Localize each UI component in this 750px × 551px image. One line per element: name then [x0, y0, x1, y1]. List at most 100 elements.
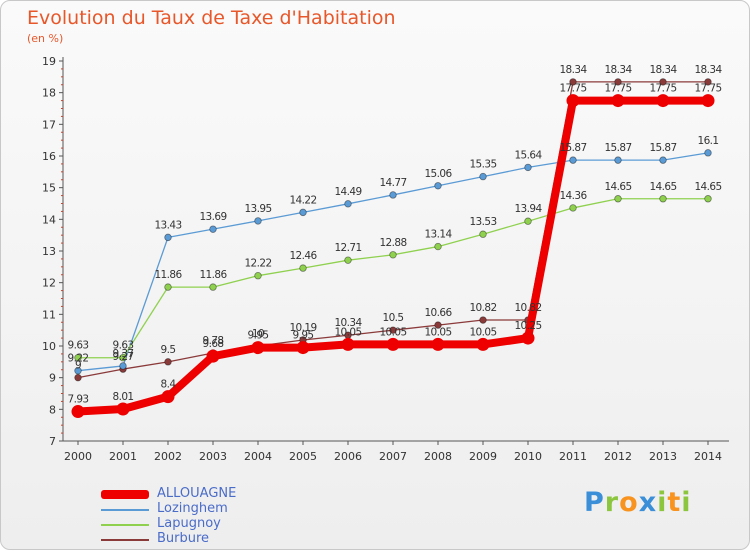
data-point: [434, 182, 442, 190]
legend-label: Lapugnoy: [157, 516, 221, 531]
data-label: 7.93: [68, 394, 89, 406]
data-label: 12.22: [244, 258, 271, 270]
data-point: [704, 195, 712, 203]
data-point: [74, 367, 82, 375]
data-label: 12.46: [289, 250, 317, 262]
data-label: 11.86: [154, 269, 182, 281]
y-tick-label: 18: [42, 87, 56, 100]
data-label: 17.75: [649, 83, 676, 95]
data-label: 9.5: [161, 344, 176, 356]
data-point: [659, 156, 667, 164]
data-label: 10.5: [383, 312, 404, 324]
x-tick-label: 2002: [154, 450, 182, 463]
data-point: [566, 94, 580, 108]
x-tick-label: 2001: [109, 450, 137, 463]
data-label: 13.14: [424, 229, 452, 241]
data-point: [656, 94, 670, 108]
data-label: 14.22: [289, 194, 316, 206]
x-tick-label: 2011: [559, 450, 587, 463]
data-point: [74, 373, 82, 382]
data-point: [209, 225, 217, 233]
data-point: [704, 149, 712, 157]
data-label: 10: [252, 328, 264, 340]
data-point: [479, 172, 487, 181]
y-tick-label: 7: [49, 435, 56, 448]
data-label: 17.75: [559, 83, 586, 95]
x-tick-label: 2007: [379, 450, 407, 463]
data-point: [479, 316, 487, 324]
legend-swatch: [101, 539, 149, 541]
data-point: [524, 217, 532, 225]
y-tick-label: 8: [49, 403, 56, 416]
data-label: 10.82: [514, 302, 541, 314]
data-label: 18.34: [604, 64, 632, 76]
data-point: [296, 341, 310, 355]
data-label: 9.63: [113, 340, 134, 352]
x-tick-label: 2000: [64, 450, 92, 463]
data-label: 15.64: [514, 149, 542, 161]
data-point: [614, 78, 622, 86]
logo-letter: P: [584, 487, 605, 518]
data-point: [569, 78, 577, 86]
data-point: [71, 405, 85, 419]
data-label: 15.06: [424, 168, 452, 180]
data-label: 14.65: [604, 181, 631, 193]
data-point: [479, 230, 487, 238]
data-label: 10.25: [514, 320, 541, 332]
data-label: 9.95: [248, 330, 269, 342]
data-label: 10.82: [469, 302, 496, 314]
y-tick-label: 9: [49, 372, 56, 385]
x-tick-label: 2003: [199, 450, 227, 463]
data-point: [476, 337, 490, 351]
data-label: 14.65: [649, 181, 676, 193]
y-tick-label: 17: [42, 118, 56, 131]
data-label: 15.87: [649, 142, 676, 154]
data-label: 8.01: [113, 391, 134, 403]
data-point: [161, 390, 175, 404]
legend-label: Lozinghem: [157, 501, 228, 516]
legend-swatch: [101, 509, 149, 511]
data-point: [431, 337, 445, 351]
data-point: [119, 362, 127, 370]
x-tick-label: 2009: [469, 450, 497, 463]
data-label: 15.35: [469, 159, 496, 171]
logo-letter: r: [604, 487, 620, 518]
data-label: 17.75: [694, 83, 721, 95]
x-tick-label: 2012: [604, 450, 632, 463]
data-point: [164, 283, 172, 291]
data-label: 12.71: [334, 242, 361, 254]
logo-letter: x: [638, 487, 658, 518]
data-label: 9.78: [203, 335, 224, 347]
data-point: [119, 354, 127, 362]
data-point: [569, 156, 577, 164]
data-label: 8.4: [161, 379, 177, 391]
data-point: [116, 402, 130, 416]
data-point: [389, 326, 397, 334]
data-point: [569, 204, 577, 212]
data-label: 14.77: [379, 177, 406, 189]
data-point: [344, 200, 352, 208]
data-point: [704, 78, 712, 86]
data-label: 13.53: [469, 216, 496, 228]
data-label: 18.34: [649, 64, 677, 76]
data-label: 10.34: [334, 317, 362, 329]
proxiti-logo: Proxiti: [584, 487, 692, 518]
data-point: [251, 341, 265, 355]
data-point: [701, 94, 715, 108]
data-point: [341, 337, 355, 351]
logo-letter: i: [681, 487, 692, 518]
data-point: [611, 94, 625, 108]
data-label: 9.68: [203, 338, 224, 350]
data-label: 14.49: [334, 186, 361, 198]
data-label: 9.27: [113, 351, 134, 363]
chart-title: Evolution du Taux de Taxe d'Habitation: [27, 7, 396, 29]
data-label: 13.69: [199, 211, 226, 223]
data-point: [209, 283, 217, 291]
x-tick-label: 2013: [649, 450, 677, 463]
data-point: [524, 163, 532, 172]
data-point: [434, 242, 442, 251]
data-point: [389, 191, 397, 199]
data-label: 13.95: [244, 203, 271, 215]
